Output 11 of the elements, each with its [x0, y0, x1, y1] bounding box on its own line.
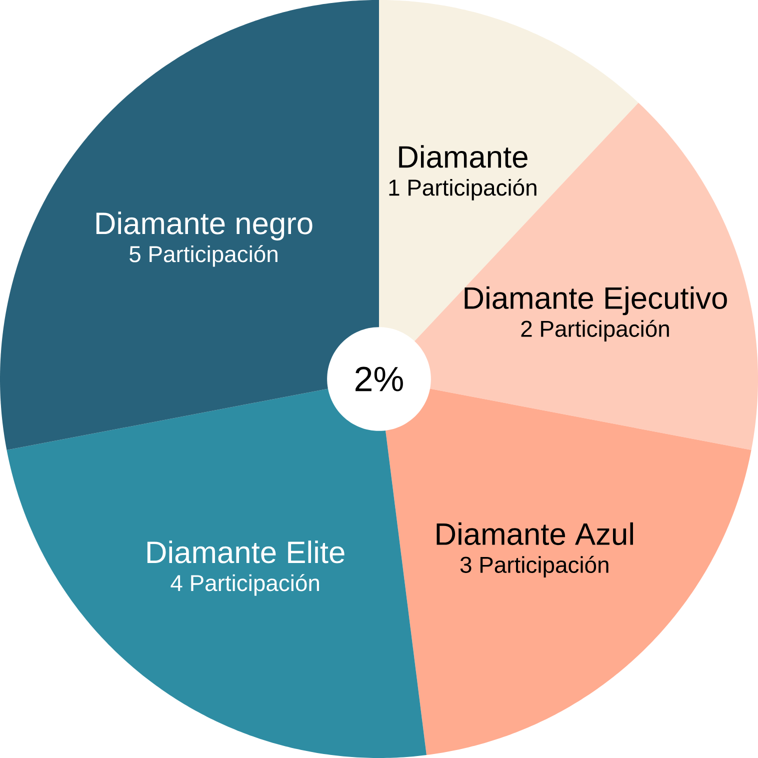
slice-label: Diamante — [399, 145, 528, 168]
slice-label: Diamante negro — [96, 212, 312, 240]
text: 1 Participación — [389, 178, 536, 200]
text: 5 Participación — [130, 245, 278, 267]
slice-label: Diamante Ejecutivo — [464, 286, 727, 316]
text: 2% — [356, 366, 403, 392]
slice-label: Diamante Elite — [147, 540, 344, 564]
text: 2 Participación — [521, 320, 669, 342]
slice-label: Diamante Azul — [436, 522, 633, 546]
text: 4 Participación — [170, 574, 319, 596]
text: 3 Participación — [460, 556, 608, 578]
